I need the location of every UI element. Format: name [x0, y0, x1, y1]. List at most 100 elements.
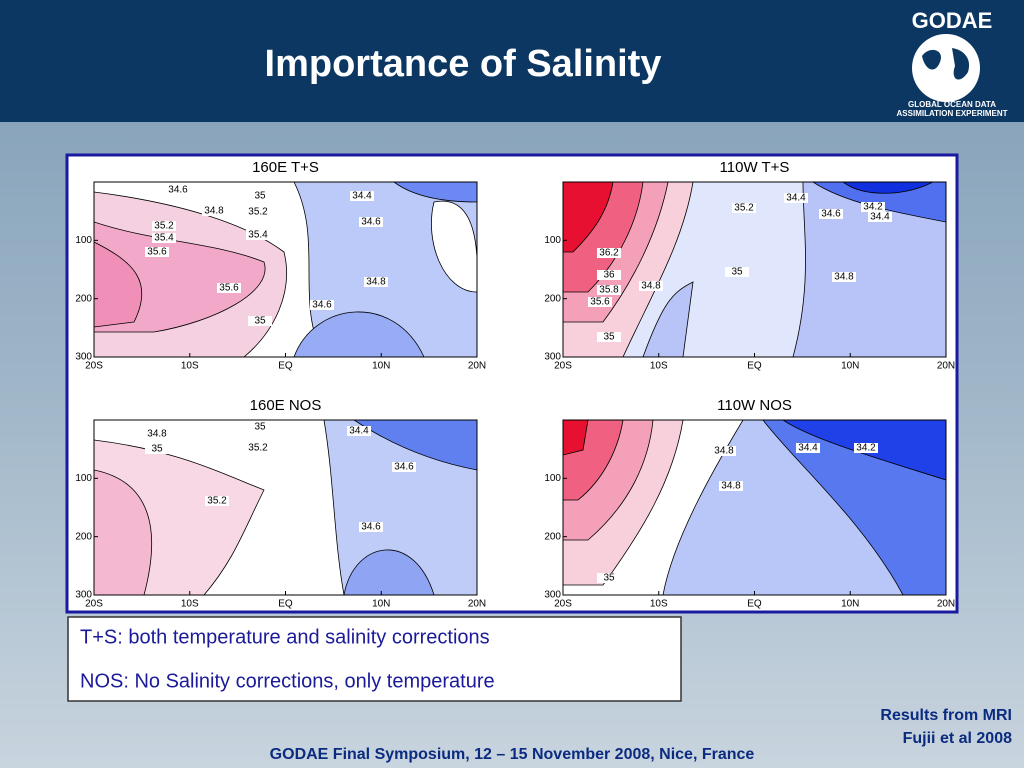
y-tick-label: 100: [544, 473, 561, 484]
contour-label-bg: [152, 233, 176, 243]
contour-label: 34.8: [147, 429, 167, 440]
contour-region: [94, 241, 143, 328]
legend-line: NOS: No Salinity corrections, only tempe…: [80, 670, 495, 692]
y-tick-label: 300: [544, 352, 561, 363]
y-tick-label: 100: [544, 235, 561, 246]
contour-label-bg: [350, 191, 374, 201]
contour-label: 35.2: [248, 207, 268, 218]
x-tick-label: 20N: [468, 599, 486, 610]
contour-label-bg: [796, 443, 820, 453]
contour-label-bg: [854, 443, 878, 453]
x-tick-label: 10S: [650, 599, 668, 610]
contour-label: 35.4: [154, 233, 174, 244]
x-tick-label: 10N: [372, 361, 390, 372]
contour-fill: [563, 420, 946, 595]
x-tick-label: 20S: [85, 599, 103, 610]
legend-box: [67, 616, 682, 702]
contour-label: 34.4: [798, 443, 818, 454]
contour-label-bg: [248, 422, 272, 432]
contour-label: 35: [603, 573, 615, 584]
x-tick-label: 10S: [181, 361, 199, 372]
y-tick-label: 100: [75, 235, 92, 246]
contour-label: 34.8: [204, 206, 224, 217]
y-tick-label: 200: [75, 531, 92, 542]
contour-label: 34.6: [168, 185, 188, 196]
contour-label-bg: [597, 248, 621, 258]
x-tick-label: 20S: [554, 361, 572, 372]
y-tick-label: 200: [75, 293, 92, 304]
contour-fill: [563, 182, 946, 357]
contour-label-bg: [246, 207, 270, 217]
contour-label-bg: [145, 444, 169, 454]
contour-fill: [94, 182, 477, 357]
contour-label: 35.2: [207, 496, 227, 507]
contour-label-bg: [832, 272, 856, 282]
contour-label: 34.6: [821, 209, 841, 220]
y-tick-label: 300: [75, 352, 92, 363]
contour-label: 35: [603, 332, 615, 343]
contour-panel: 160E NOS 20S 10S EQ 10N 20N 100 200 300 35 34.4 34.…: [75, 397, 486, 610]
contour-label: 36: [603, 270, 615, 281]
contour-label: 34.2: [863, 202, 883, 213]
x-tick-label: 10N: [841, 599, 859, 610]
contour-label: 35.6: [590, 297, 610, 308]
contour-label-bg: [819, 209, 843, 219]
panels: 160E T+S 20S 10S EQ 10N 20N 100 200 300 34.6 35 34.…: [75, 159, 955, 610]
contour-label-bg: [725, 267, 749, 277]
contour-label-bg: [248, 316, 272, 326]
contour-label: 34.6: [361, 217, 381, 228]
contour-label-bg: [217, 283, 241, 293]
contour-label: 34.6: [312, 300, 332, 311]
contour-label: 34.4: [349, 426, 369, 437]
header-bar: [0, 0, 1024, 122]
x-tick-label: 20S: [85, 361, 103, 372]
contour-label-bg: [868, 212, 892, 222]
contour-label-bg: [205, 496, 229, 506]
contour-label: 34.4: [786, 193, 806, 204]
x-tick-label: 10N: [841, 361, 859, 372]
x-tick-label: 20N: [937, 599, 955, 610]
y-tick-label: 200: [544, 531, 561, 542]
contour-label-bg: [597, 285, 621, 295]
contour-label: 35.6: [219, 283, 239, 294]
contour-label-bg: [359, 522, 383, 532]
x-tick-label: 20N: [937, 361, 955, 372]
contour-region: [293, 311, 425, 357]
contour-label-bg: [364, 277, 388, 287]
contour-label: 34.8: [721, 481, 741, 492]
contour-label-bg: [639, 281, 663, 291]
contour-label-bg: [310, 300, 334, 310]
contour-label-bg: [359, 217, 383, 227]
y-tick-label: 300: [544, 590, 561, 601]
logo-continents: [922, 48, 970, 80]
contour-label: 35.6: [147, 247, 167, 258]
x-tick-label: 10N: [372, 599, 390, 610]
contour-label-bg: [588, 297, 612, 307]
x-tick-label: EQ: [747, 599, 762, 610]
contour-label-bg: [732, 203, 756, 213]
contour-label: 34.6: [361, 522, 381, 533]
contour-label-bg: [248, 191, 272, 201]
contour-region: [842, 182, 934, 194]
contour-fill: [94, 420, 477, 595]
contour-label: 36.2: [599, 248, 619, 259]
contour-label: 34.6: [394, 462, 414, 473]
panel-title: 110W T+S: [720, 159, 790, 176]
contour-region: [431, 200, 477, 293]
x-tick-label: 20N: [468, 361, 486, 372]
contour-label: 35: [254, 316, 266, 327]
logo-line: GLOBAL OCEAN DATA: [908, 100, 996, 109]
contour-region: [642, 281, 694, 357]
x-tick-label: EQ: [278, 361, 293, 372]
x-tick-label: EQ: [747, 361, 762, 372]
x-tick-label: 20S: [554, 599, 572, 610]
contour-label-bg: [597, 332, 621, 342]
credit: Fujii et al 2008: [903, 730, 1012, 747]
contour-label-bg: [712, 446, 736, 456]
contour-label: 34.4: [870, 212, 890, 223]
contour-label: 34.8: [714, 446, 734, 457]
contour-label: 34.8: [366, 277, 386, 288]
contour-label: 35: [254, 191, 266, 202]
contour-region: [563, 420, 589, 456]
